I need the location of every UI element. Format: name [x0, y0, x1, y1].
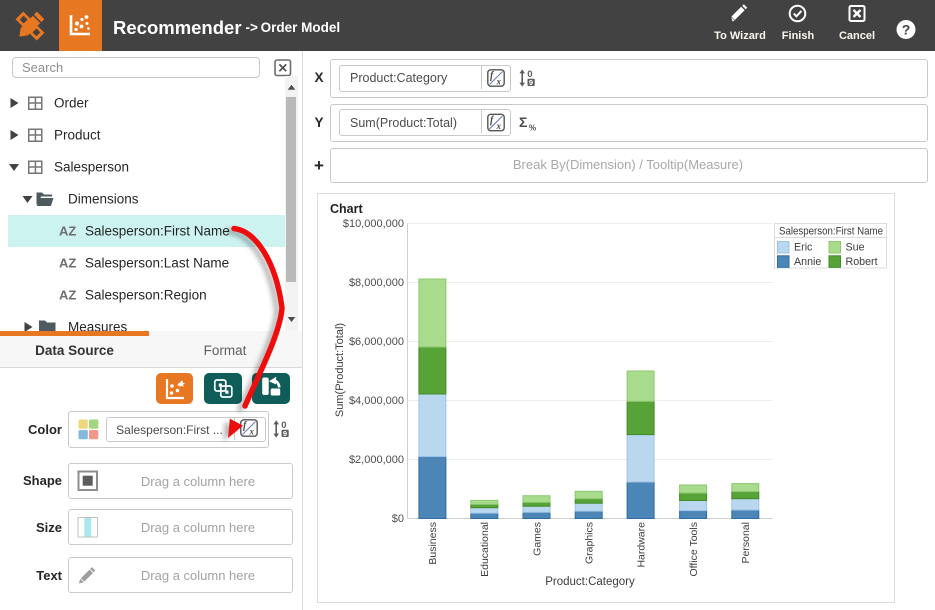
svg-text:Educational: Educational [479, 522, 491, 577]
svg-text:$10,000,000: $10,000,000 [343, 218, 404, 230]
svg-text:Business: Business [427, 522, 439, 565]
svg-text:Personal: Personal [740, 522, 752, 563]
svg-text:Σ: Σ [519, 114, 527, 130]
svg-text:Chart: Chart [330, 202, 363, 216]
svg-text:Product: Product [54, 128, 101, 143]
svg-text:$6,000,000: $6,000,000 [349, 336, 404, 348]
svg-text:AZ: AZ [59, 288, 76, 303]
svg-text:0: 0 [527, 69, 532, 80]
svg-text:Eric: Eric [794, 242, 813, 254]
svg-text:%: % [529, 124, 536, 133]
svg-text:Dimensions: Dimensions [68, 192, 139, 207]
svg-text:Annie: Annie [794, 256, 821, 268]
svg-text:Sum(Product:Total): Sum(Product:Total) [334, 323, 346, 417]
svg-text:x: x [496, 121, 502, 131]
svg-text:Office Tools: Office Tools [688, 522, 700, 576]
svg-text:$8,000,000: $8,000,000 [349, 277, 404, 289]
svg-text:AZ: AZ [59, 256, 76, 271]
svg-text:AZ: AZ [59, 224, 76, 239]
svg-text:9: 9 [529, 78, 533, 87]
svg-text:Salesperson:First Name: Salesperson:First Name [779, 226, 883, 238]
svg-text:Hardware: Hardware [635, 522, 647, 568]
svg-text:f: f [490, 71, 495, 82]
svg-text:Salesperson:Last Name: Salesperson:Last Name [85, 256, 229, 271]
svg-text:x: x [249, 427, 255, 437]
svg-text:f: f [243, 421, 248, 432]
svg-text:Salesperson:First Name: Salesperson:First Name [85, 224, 230, 239]
svg-text:$2,000,000: $2,000,000 [349, 454, 404, 466]
svg-text:x: x [496, 77, 502, 87]
svg-text:$4,000,000: $4,000,000 [349, 395, 404, 407]
svg-text:f: f [490, 115, 495, 126]
svg-text:$0: $0 [392, 513, 404, 525]
svg-text:Measures: Measures [68, 320, 128, 335]
svg-text:Salesperson: Salesperson [54, 160, 129, 175]
svg-text:?: ? [902, 22, 911, 38]
svg-text:Graphics: Graphics [584, 522, 596, 564]
svg-text:Sue: Sue [846, 242, 865, 254]
svg-text:Salesperson:Region: Salesperson:Region [85, 288, 207, 303]
svg-text:Order: Order [54, 96, 89, 111]
svg-text:Product:Category: Product:Category [545, 576, 635, 588]
svg-text:Robert: Robert [846, 256, 878, 268]
svg-text:9: 9 [283, 429, 287, 438]
svg-text:Games: Games [531, 522, 543, 556]
svg-text:0: 0 [281, 420, 286, 431]
